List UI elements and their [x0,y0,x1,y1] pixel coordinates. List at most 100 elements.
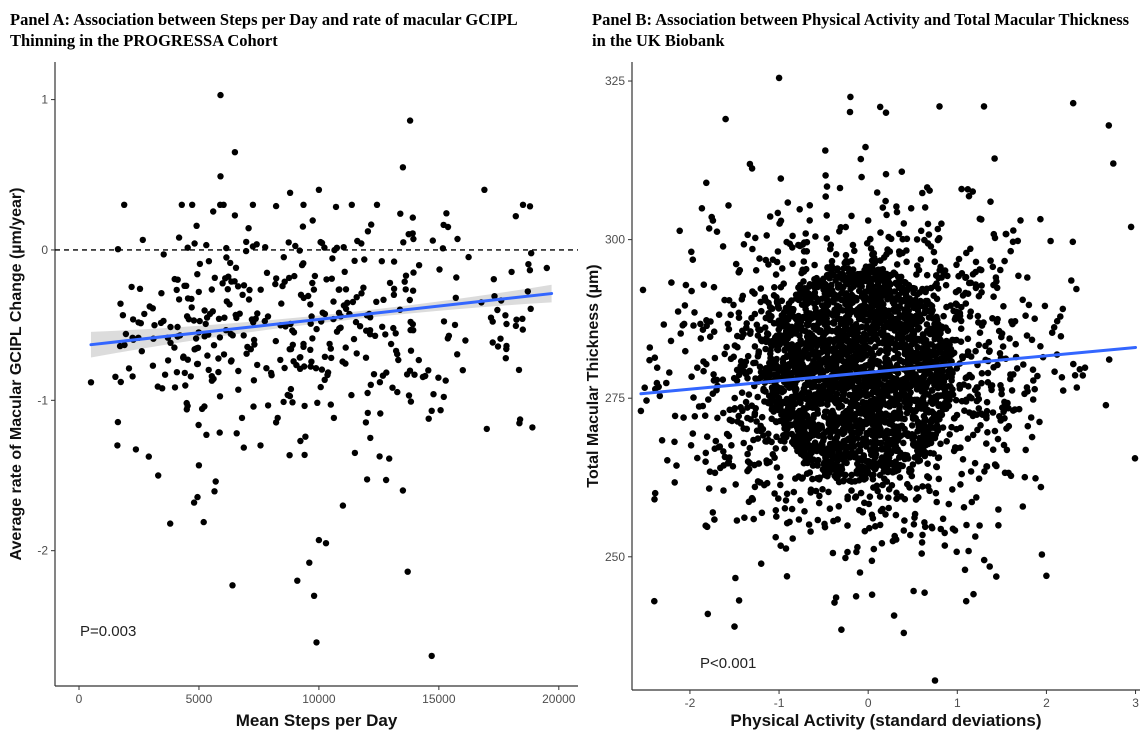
data-point [878,417,886,425]
data-point [428,407,435,414]
data-point [902,328,910,335]
data-point [711,354,719,362]
data-point [879,339,887,347]
data-point [250,336,258,344]
data-point [694,454,701,462]
data-point [315,536,323,544]
data-point [896,356,903,363]
data-point [741,368,748,376]
data-point [217,173,224,180]
data-point [697,320,704,328]
data-point [215,368,222,376]
data-point [1003,425,1010,432]
data-point [949,525,957,533]
data-point [196,260,204,268]
data-point [290,358,297,365]
data-point [690,394,697,401]
data-point [382,331,389,338]
data-point [969,412,977,420]
data-point [250,403,257,410]
data-point [254,361,261,369]
data-point [342,305,350,312]
data-point [525,261,532,268]
data-point [402,286,409,293]
data-point [989,446,997,454]
data-point [745,498,753,506]
data-point [286,189,294,196]
data-point [701,412,709,420]
data-point [706,333,714,341]
data-point [997,382,1004,389]
data-point [741,514,748,521]
data-point [399,164,407,171]
data-point [401,278,408,285]
data-point [910,372,918,379]
data-point [986,347,993,355]
data-point [925,231,933,238]
data-point [1031,315,1038,323]
data-point [864,217,872,224]
data-point [512,213,519,220]
data-point [778,312,786,319]
data-point [300,201,307,208]
data-point [741,362,748,369]
data-point [938,220,945,227]
data-point [981,468,988,475]
data-point [836,416,843,424]
data-point [257,286,264,293]
data-point [249,243,257,250]
data-point [243,350,250,357]
data-point [739,292,747,300]
data-point [879,395,886,403]
data-point [777,481,784,489]
data-point [785,412,792,420]
data-point [298,261,306,269]
data-point [849,241,857,249]
data-point [810,414,817,422]
data-point [965,383,972,390]
data-point [720,487,727,494]
data-point [272,280,279,288]
data-point [519,315,526,322]
data-point [923,271,931,279]
data-point [953,261,960,269]
data-point [308,313,315,320]
data-point [758,413,766,421]
data-point [887,290,894,297]
data-point [846,477,853,485]
data-point [363,327,370,334]
data-point [813,475,821,482]
data-point [399,487,407,494]
data-point [972,347,979,355]
data-point [777,407,785,414]
data-point [992,274,1000,281]
data-point [239,291,246,298]
data-point [407,398,415,405]
data-point [335,286,342,293]
data-point [203,241,210,249]
data-point [805,299,812,307]
data-point [383,369,390,376]
data-point [309,335,316,342]
x-tick-label: 1 [954,696,961,710]
data-point [904,302,911,309]
data-point [935,402,942,410]
data-point [444,335,451,342]
data-point [362,354,370,361]
data-point [1021,473,1029,481]
data-point [216,429,223,436]
x-tick-label: 5000 [186,692,213,706]
data-point [677,330,684,337]
data-point [489,318,496,325]
data-point [1003,446,1011,454]
data-point [725,432,733,440]
data-point [910,440,917,448]
data-point [820,459,828,467]
data-point [178,201,185,208]
data-point [751,343,759,350]
data-point [772,533,779,541]
data-point [856,569,864,576]
data-point [882,410,890,418]
data-point [792,315,800,323]
data-point [819,344,827,352]
